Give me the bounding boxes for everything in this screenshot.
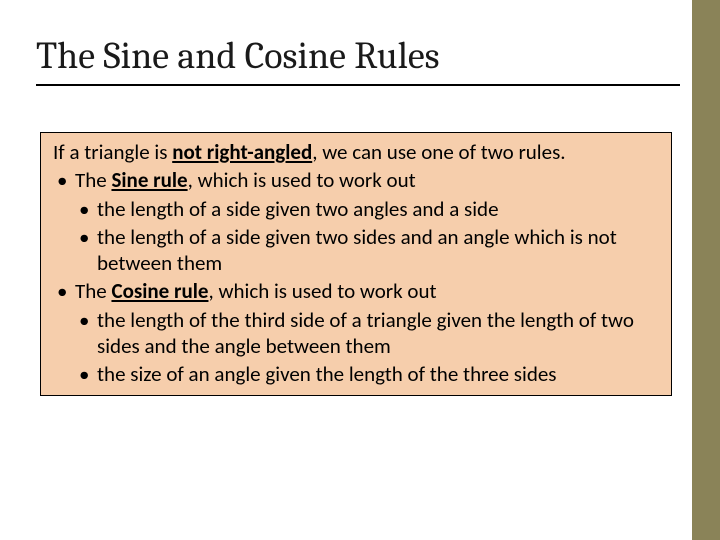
rule2: The Cosine rule, which is used to work o… — [53, 278, 659, 304]
page-title: The Sine and Cosine Rules — [36, 34, 680, 84]
intro-text: If a triangle is not right-angled, we ca… — [53, 139, 659, 165]
rule1: The Sine rule, which is used to work out — [53, 167, 659, 193]
rule2-post: , which is used to work out — [208, 278, 436, 304]
rule1-sub1: the length of a side given two angles an… — [53, 196, 659, 222]
rule2-sub1: the length of the third side of a triang… — [53, 307, 659, 360]
rule1-sub2: the length of a side given two sides and… — [53, 224, 659, 277]
rule1-em: Sine rule — [111, 167, 187, 193]
rule1-post: , which is used to work out — [188, 167, 416, 193]
intro-post: , we can use one of two rules. — [312, 139, 565, 165]
title-block: The Sine and Cosine Rules — [36, 34, 680, 86]
rule2-pre: The — [75, 278, 111, 304]
accent-sidebar — [692, 0, 720, 540]
rule2-em: Cosine rule — [111, 278, 208, 304]
content-box: If a triangle is not right-angled, we ca… — [40, 132, 672, 396]
intro-em: not right-angled — [172, 139, 312, 165]
intro-pre: If a triangle is — [53, 139, 172, 165]
rule2-sub2: the size of an angle given the length of… — [53, 361, 659, 387]
rule1-pre: The — [75, 167, 111, 193]
title-underline — [36, 84, 680, 86]
